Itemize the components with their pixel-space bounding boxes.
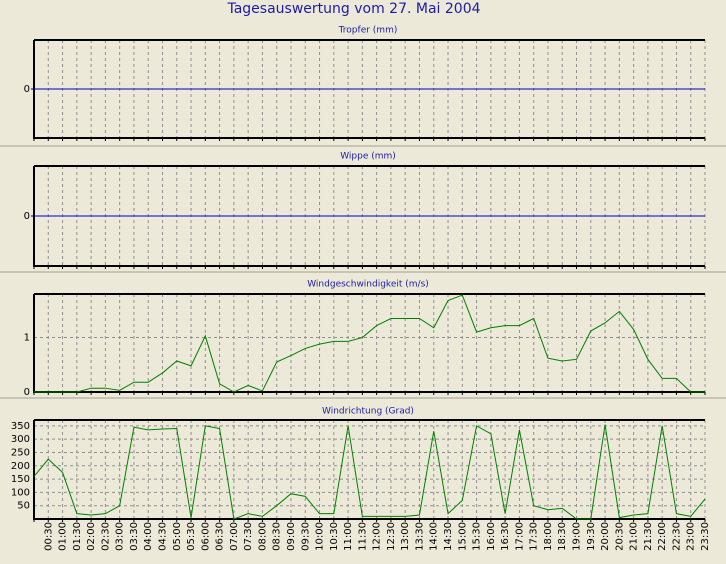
y-tick-label: 0: [24, 387, 30, 398]
y-tick-label: 300: [11, 434, 30, 445]
x-tick-label: 15:30: [472, 522, 483, 551]
page-title: Tagesauswertung vom 27. Mai 2004: [226, 1, 480, 17]
x-tick-label: 12:00: [372, 522, 383, 551]
panel-title: Tropfer (mm): [338, 26, 398, 36]
x-tick-label: 22:30: [671, 522, 682, 551]
x-tick-label: 12:30: [386, 522, 397, 551]
y-tick-label: 350: [11, 421, 30, 432]
x-tick-label: 10:30: [329, 522, 340, 551]
x-tick-label: 01:00: [58, 522, 69, 551]
x-tick-label: 09:30: [300, 522, 311, 551]
x-tick-label: 05:00: [172, 522, 183, 551]
x-tick-label: 02:00: [86, 522, 97, 551]
x-tick-label: 10:00: [315, 522, 326, 551]
y-tick-label: 150: [11, 474, 30, 485]
x-tick-label: 08:00: [257, 522, 268, 551]
y-tick-label: 0: [24, 84, 30, 95]
data-line: [33, 424, 706, 520]
x-tick-label: 11:30: [357, 522, 368, 551]
y-tick-label: 100: [11, 487, 30, 498]
y-tick-label: 200: [11, 461, 30, 472]
panel-title: Windgeschwindigkeit (m/s): [307, 280, 429, 290]
x-tick-label: 14:30: [443, 522, 454, 551]
x-tick-label: 02:30: [100, 522, 111, 551]
plot-area: [34, 420, 705, 519]
x-tick-label: 16:30: [500, 522, 511, 551]
x-tick-label: 11:00: [343, 522, 354, 551]
x-tick-label: 07:00: [229, 522, 240, 551]
x-tick-label: 19:00: [572, 522, 583, 551]
x-tick-label: 15:00: [457, 522, 468, 551]
x-tick-label: 04:00: [143, 522, 154, 551]
x-tick-label: 20:30: [614, 522, 625, 551]
x-tick-label: 19:30: [586, 522, 597, 551]
x-tick-label: 03:30: [129, 522, 140, 551]
x-tick-label: 09:00: [286, 522, 297, 551]
x-tick-label: 17:00: [514, 522, 525, 551]
x-tick-label: 17:30: [529, 522, 540, 551]
x-tick-label: 20:00: [600, 522, 611, 551]
x-tick-label: 21:00: [629, 522, 640, 551]
x-tick-label: 03:00: [115, 522, 126, 551]
x-tick-label: 07:30: [243, 522, 254, 551]
x-tick-label: 23:30: [700, 522, 711, 551]
x-tick-label: 22:00: [657, 522, 668, 551]
x-tick-label: 06:30: [215, 522, 226, 551]
data-line: [34, 294, 705, 393]
x-tick-label: 13:00: [400, 522, 411, 551]
x-tick-label: 14:00: [429, 522, 440, 551]
x-tick-label: 00:30: [43, 522, 54, 551]
x-tick-label: 21:30: [643, 522, 654, 551]
x-tick-label: 01:30: [72, 522, 83, 551]
x-tick-label: 05:30: [186, 522, 197, 551]
x-tick-label: 18:00: [543, 522, 554, 551]
panel-title: Windrichtung (Grad): [322, 407, 414, 417]
y-tick-label: 0: [24, 211, 30, 222]
plot-area: [34, 294, 705, 392]
panel-title: Wippe (mm): [340, 152, 396, 162]
x-tick-label: 13:30: [414, 522, 425, 551]
x-tick-label: 16:00: [486, 522, 497, 551]
y-tick-label: 250: [11, 447, 30, 458]
x-tick-label: 08:30: [272, 522, 283, 551]
y-tick-label: 50: [17, 501, 30, 512]
y-tick-label: 1: [24, 333, 30, 344]
x-tick-label: 06:00: [200, 522, 211, 551]
x-tick-label: 04:30: [157, 522, 168, 551]
x-tick-label: 18:30: [557, 522, 568, 551]
x-tick-label: 23:00: [686, 522, 697, 551]
